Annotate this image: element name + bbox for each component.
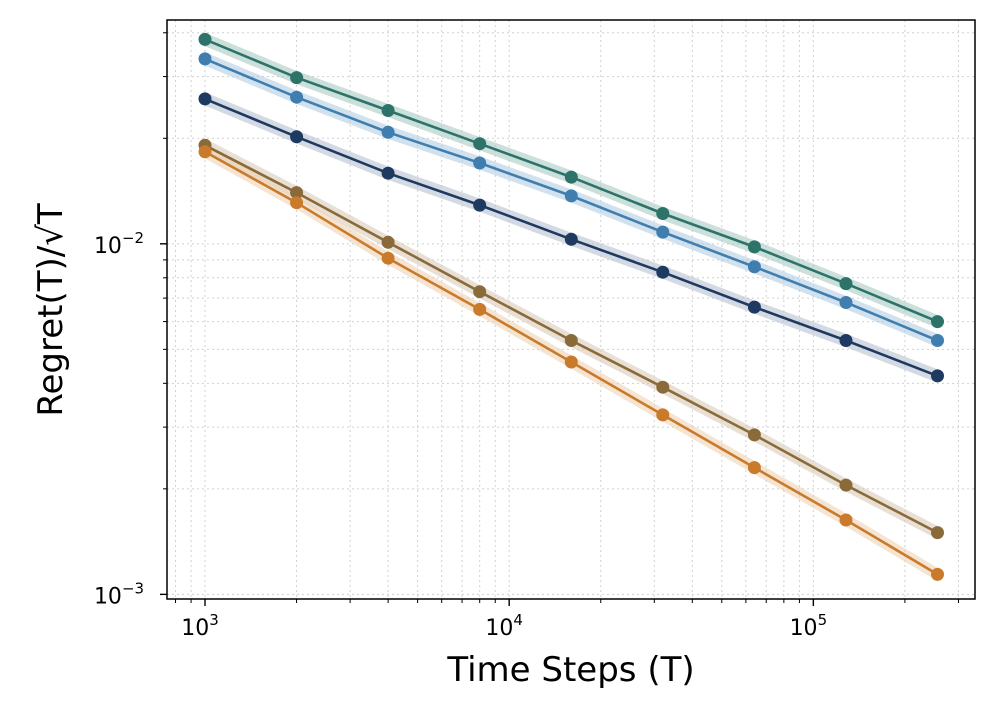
series-navy-point xyxy=(839,334,853,347)
series-teal-point xyxy=(747,240,761,254)
series-orange-point xyxy=(198,145,212,159)
series-navy-point xyxy=(931,369,944,383)
series-teal-point xyxy=(656,207,670,220)
series-brown-point xyxy=(473,285,487,299)
series-blue-point xyxy=(564,189,578,203)
series-orange-point xyxy=(290,196,304,210)
series-orange-point xyxy=(381,251,395,265)
series-blue-point xyxy=(747,260,761,274)
x-tick-label: 105 xyxy=(790,611,828,641)
x-axis-title: Time Steps (T) xyxy=(446,650,694,690)
axis-ticks: 103 104 105 10−3 10−2 xyxy=(94,32,959,641)
series-navy-point xyxy=(473,198,487,212)
series-navy-point xyxy=(381,166,395,180)
series-blue-point xyxy=(839,296,853,309)
series-blue-point xyxy=(290,90,304,104)
series-brown-point xyxy=(931,526,944,540)
series-blue-point xyxy=(381,125,395,139)
series-brown-point xyxy=(564,334,578,347)
series-lines xyxy=(204,38,939,576)
series-brown-point xyxy=(656,380,670,394)
series-orange-point xyxy=(839,513,853,527)
series-orange-point xyxy=(564,355,578,369)
series-brown-point xyxy=(839,478,853,492)
series-teal-point xyxy=(381,104,395,117)
series-blue-point xyxy=(198,52,212,66)
series-blue-point xyxy=(931,334,944,347)
y-axis-title: Regret(T)/√T xyxy=(31,203,71,416)
series-teal-point xyxy=(931,315,944,329)
confidence-bands xyxy=(205,32,938,582)
series-navy-point xyxy=(656,265,670,279)
series-brown-point xyxy=(290,186,304,200)
series-navy-point xyxy=(198,92,212,106)
series-navy-point xyxy=(290,130,304,144)
series-orange-point xyxy=(656,408,670,422)
series-brown-point xyxy=(747,428,761,442)
x-tick-label: 103 xyxy=(181,611,219,641)
y-tick-label: 10−3 xyxy=(94,579,144,609)
series-orange-point xyxy=(931,567,944,581)
series-teal-point xyxy=(198,32,212,46)
y-tick-label: 10−2 xyxy=(94,229,144,259)
x-tick-label: 104 xyxy=(485,611,523,641)
plot-frame xyxy=(166,19,976,600)
series-navy-point xyxy=(564,232,578,246)
series-navy-point xyxy=(747,300,761,314)
series-points xyxy=(198,32,944,581)
series-teal-point xyxy=(564,170,578,184)
series-orange-point xyxy=(473,302,487,316)
series-brown-point xyxy=(381,235,395,249)
series-teal-point xyxy=(290,71,304,85)
series-blue-point xyxy=(473,156,487,170)
series-orange-point xyxy=(747,461,761,475)
series-teal-point xyxy=(839,277,853,291)
series-teal-point xyxy=(473,137,487,151)
series-blue-point xyxy=(656,225,670,239)
